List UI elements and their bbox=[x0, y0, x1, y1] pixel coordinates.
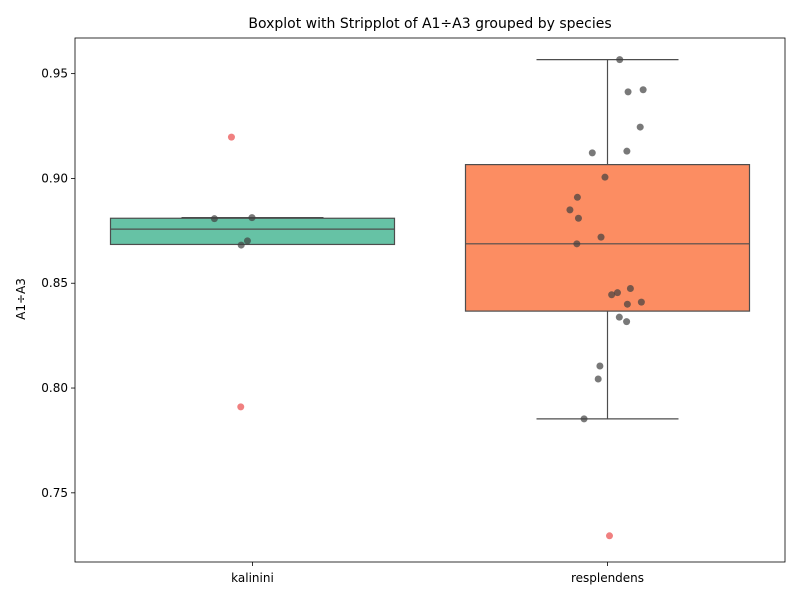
strip-point-resplendens bbox=[601, 173, 609, 181]
strip-point-resplendens bbox=[588, 149, 596, 157]
strip-point-resplendens bbox=[608, 291, 616, 299]
strip-point-resplendens bbox=[574, 214, 582, 222]
strip-point-resplendens bbox=[624, 88, 632, 96]
y-tick-label: 0.85 bbox=[41, 276, 68, 290]
strip-point-resplendens bbox=[623, 318, 631, 326]
strip-point-resplendens bbox=[613, 289, 621, 297]
strip-point-kalinini bbox=[237, 241, 245, 249]
axes-frame bbox=[74, 37, 786, 563]
strip-point-resplendens bbox=[596, 362, 604, 370]
y-tick-label: 0.95 bbox=[41, 67, 68, 81]
strip-point-resplendens bbox=[623, 300, 631, 308]
x-tick-label: resplendens bbox=[571, 571, 644, 585]
strip-point-resplendens bbox=[615, 313, 623, 321]
strip-point-kalinini bbox=[210, 215, 218, 223]
strip-point-resplendens bbox=[573, 193, 581, 201]
strip-point-resplendens bbox=[594, 375, 602, 383]
x-tick-label: kalinini bbox=[231, 571, 274, 585]
outlier-point-kalinini bbox=[227, 133, 235, 141]
strip-point-resplendens bbox=[626, 284, 634, 292]
box-resplendens bbox=[464, 163, 751, 312]
strip-point-resplendens bbox=[623, 147, 631, 155]
strip-point-resplendens bbox=[566, 206, 574, 214]
chart-title: Boxplot with Stripplot of A1÷A3 grouped … bbox=[248, 16, 611, 32]
y-tick-label: 0.75 bbox=[41, 486, 68, 500]
strip-point-resplendens bbox=[637, 298, 645, 306]
strip-point-resplendens bbox=[597, 233, 605, 241]
strip-point-resplendens bbox=[573, 240, 581, 248]
y-tick-label: 0.80 bbox=[41, 381, 68, 395]
box-kalinini bbox=[109, 217, 396, 246]
y-axis-label: A1÷A3 bbox=[14, 278, 28, 320]
strip-point-resplendens bbox=[616, 56, 624, 64]
strip-point-resplendens bbox=[639, 86, 647, 94]
strip-point-kalinini bbox=[243, 237, 251, 245]
plot-area: 0.75 0.80 0.85 0.90 0.95 kalinini resplendens bbox=[41, 37, 786, 585]
strip-point-resplendens bbox=[636, 123, 644, 131]
outlier-point-resplendens bbox=[605, 532, 613, 540]
strip-point-kalinini bbox=[248, 214, 256, 222]
strip-point-resplendens bbox=[580, 415, 588, 423]
y-tick-label: 0.90 bbox=[41, 171, 68, 185]
outlier-point-kalinini bbox=[237, 403, 245, 411]
